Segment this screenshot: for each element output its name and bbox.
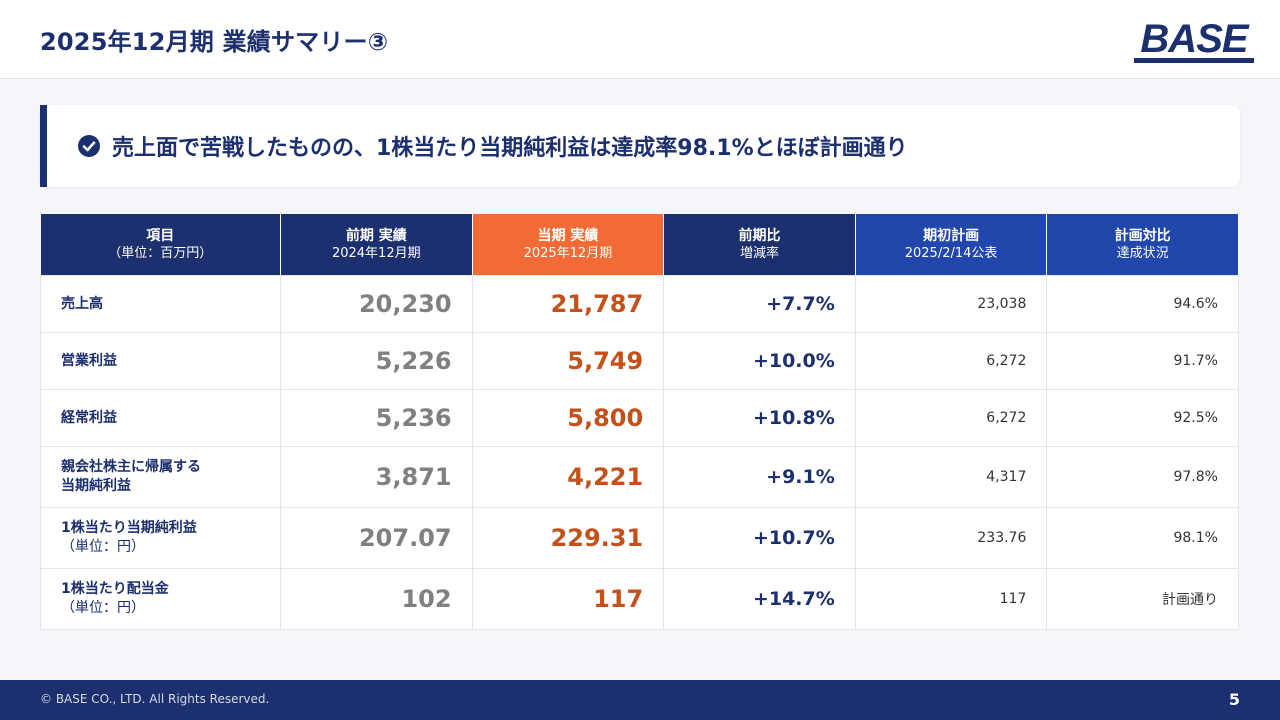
logo-text: BASE	[1140, 17, 1249, 61]
row-label: 1株当たり配当金 （単位：円）	[40, 568, 281, 630]
yoy-value: +10.8%	[663, 389, 856, 447]
plan-value: 6,272	[854, 332, 1048, 390]
current-value: 5,800	[471, 389, 665, 447]
current-value: 21,787	[471, 275, 665, 333]
slide-footer: © BASE CO., LTD. All Rights Reserved. 5	[0, 680, 1280, 720]
header-current: 当期 実績 2025年12月期	[472, 214, 665, 276]
table-row-net-sales: 売上高 20,230 21,787 +7.7% 23,038 94.6%	[40, 275, 1239, 333]
header-item: 項目 （単位：百万円）	[40, 214, 281, 276]
header-plan-title: 期初計画	[923, 227, 980, 244]
current-value: 4,221	[471, 446, 665, 508]
header-achievement-title: 計画対比	[1114, 227, 1171, 244]
header-current-sub: 2025年12月期	[523, 245, 613, 261]
row-label: 1株当たり当期純利益 （単位：円）	[40, 507, 281, 569]
yoy-value: +10.0%	[663, 332, 856, 390]
page-title: 2025年12月期 業績サマリー③	[40, 28, 389, 56]
header-current-title: 当期 実績	[537, 227, 599, 244]
row-label-text: 営業利益	[61, 352, 117, 369]
table-row-dividend: 1株当たり配当金 （単位：円） 102 117 +14.7% 117 計画通り	[40, 568, 1239, 630]
current-value: 5,749	[471, 332, 665, 390]
prev-value: 3,871	[280, 446, 473, 508]
row-label: 営業利益	[40, 332, 281, 390]
check-circle-icon	[78, 135, 100, 157]
header-item-title: 項目	[146, 227, 175, 244]
achievement-value: 97.8%	[1046, 446, 1239, 508]
achievement-value: 92.5%	[1046, 389, 1239, 447]
base-logo: BASE	[1134, 17, 1254, 63]
callout-accent-bar	[40, 105, 47, 187]
achievement-value: 94.6%	[1046, 275, 1239, 333]
copyright-text: © BASE CO., LTD. All Rights Reserved.	[40, 692, 270, 706]
yoy-value: +14.7%	[663, 568, 856, 630]
header-prev-sub: 2024年12月期	[331, 245, 421, 261]
header-achievement: 計画対比 達成状況	[1046, 214, 1239, 276]
results-table: 項目 （単位：百万円） 前期 実績 2024年12月期 当期 実績 2025年1…	[40, 214, 1239, 630]
row-label-text: 売上高	[61, 295, 103, 312]
table-row-net-income: 親会社株主に帰属する 当期純利益 3,871 4,221 +9.1% 4,317…	[40, 446, 1239, 508]
header-yoy-title: 前期比	[738, 227, 781, 244]
prev-value: 102	[280, 568, 473, 630]
row-label-text: 1株当たり当期純利益	[61, 520, 197, 536]
plan-value: 6,272	[854, 389, 1048, 447]
achievement-value: 91.7%	[1046, 332, 1239, 390]
plan-value: 233.76	[854, 507, 1048, 569]
achievement-value: 98.1%	[1046, 507, 1239, 569]
table-row-ordinary-profit: 経常利益 5,236 5,800 +10.8% 6,272 92.5%	[40, 389, 1239, 447]
row-label: 経常利益	[40, 389, 281, 447]
yoy-value: +7.7%	[663, 275, 856, 333]
slide-header: 2025年12月期 業績サマリー③ BASE	[0, 0, 1280, 79]
row-label: 売上高	[40, 275, 281, 333]
header-yoy-sub: 増減率	[739, 245, 779, 261]
row-label-text: 1株当たり配当金	[61, 581, 169, 597]
table-row-operating-profit: 営業利益 5,226 5,749 +10.0% 6,272 91.7%	[40, 332, 1239, 390]
plan-value: 23,038	[854, 275, 1048, 333]
summary-callout: 売上面で苦戦したものの、1株当たり当期純利益は達成率98.1%とほぼ計画通り	[40, 105, 1240, 187]
yoy-value: +10.7%	[663, 507, 856, 569]
header-plan: 期初計画 2025/2/14公表	[855, 214, 1048, 276]
header-plan-sub: 2025/2/14公表	[904, 245, 998, 261]
plan-value: 4,317	[854, 446, 1048, 508]
table-row-eps: 1株当たり当期純利益 （単位：円） 207.07 229.31 +10.7% 2…	[40, 507, 1239, 569]
current-value: 117	[471, 568, 665, 630]
prev-value: 5,236	[280, 389, 473, 447]
logo-underline	[1134, 58, 1254, 63]
prev-value: 20,230	[280, 275, 473, 333]
header-prev-title: 前期 実績	[345, 227, 407, 244]
yoy-value: +9.1%	[663, 446, 856, 508]
plan-value: 117	[854, 568, 1048, 630]
achievement-value: 計画通り	[1046, 568, 1239, 630]
prev-value: 5,226	[280, 332, 473, 390]
header-achievement-sub: 達成状況	[1116, 245, 1169, 261]
callout-text: 売上面で苦戦したものの、1株当たり当期純利益は達成率98.1%とほぼ計画通り	[112, 136, 908, 161]
header-yoy: 前期比 増減率	[663, 214, 856, 276]
row-label: 親会社株主に帰属する 当期純利益	[40, 446, 281, 508]
row-label-text-line2: 当期純利益	[61, 478, 131, 494]
current-value: 229.31	[471, 507, 665, 569]
row-label-unit: （単位：円）	[61, 600, 145, 616]
row-label-text: 親会社株主に帰属する	[61, 459, 201, 475]
page-number: 5	[1228, 690, 1240, 709]
prev-value: 207.07	[280, 507, 473, 569]
header-item-sub: （単位：百万円）	[108, 245, 213, 261]
row-label-text: 経常利益	[61, 409, 117, 426]
table-header-row: 項目 （単位：百万円） 前期 実績 2024年12月期 当期 実績 2025年1…	[40, 214, 1239, 276]
header-prev: 前期 実績 2024年12月期	[280, 214, 473, 276]
row-label-unit: （単位：円）	[61, 539, 145, 555]
